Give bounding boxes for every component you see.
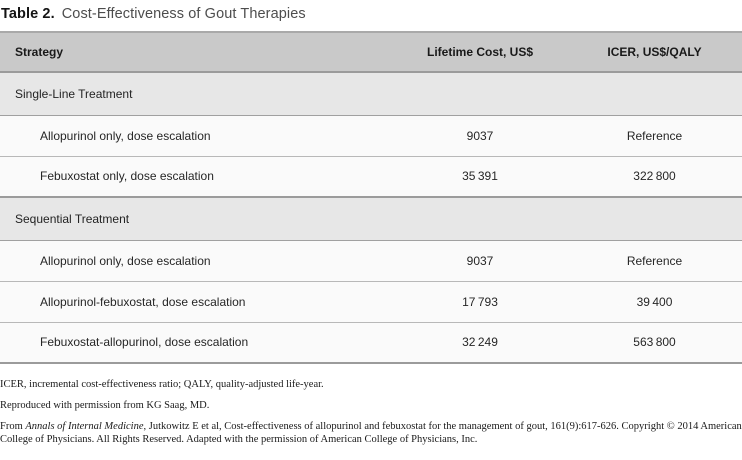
cost-cell: 9037 (466, 253, 494, 268)
footnote-source-suffix: , Jutkowitz E et al, Cost-effectiveness … (0, 421, 742, 445)
section-row-single-line: Single-Line Treatment (0, 72, 742, 115)
table-title-text: Cost-Effectiveness of Gout Therapies (61, 6, 306, 22)
strategy-cell: Allopurinol only, dose escalation (40, 128, 211, 143)
footnote-source: From Annals of Internal Medicine, Jutkow… (0, 420, 742, 446)
strategy-cell: Allopurinol only, dose escalation (40, 253, 211, 268)
section-row-sequential: Sequential Treatment (0, 197, 742, 240)
cost-cell: 32 249 (462, 335, 498, 350)
table-row: Febuxostat only, dose escalation 35 391 … (0, 156, 742, 197)
table-row: Febuxostat-allopurinol, dose escalation … (0, 322, 742, 363)
icer-cell: 39 400 (636, 294, 673, 309)
table-number-label: Table 2. (1, 6, 55, 22)
column-header-strategy: Strategy (15, 45, 64, 59)
table-row: Allopurinol-febuxostat, dose escalation … (0, 281, 742, 322)
icer-cell: Reference (626, 128, 683, 143)
strategy-cell: Febuxostat only, dose escalation (40, 169, 214, 184)
table-header-row: Strategy Lifetime Cost, US$ ICER, US$/QA… (0, 32, 742, 72)
cost-cell: 17 793 (462, 294, 498, 309)
column-header-icer: ICER, US$/QALY (607, 45, 702, 59)
icer-cell: 563 800 (633, 335, 676, 350)
strategy-cell: Febuxostat-allopurinol, dose escalation (40, 335, 249, 350)
cost-cell: 35 391 (462, 169, 498, 184)
strategy-cell: Allopurinol-febuxostat, dose escalation (40, 294, 246, 309)
cost-effectiveness-table: Strategy Lifetime Cost, US$ ICER, US$/QA… (0, 31, 742, 364)
footnote-abbreviations: ICER, incremental cost-effectiveness rat… (0, 379, 324, 390)
footnote-journal-name: Annals of Internal Medicine (25, 421, 144, 432)
section-header-label: Single-Line Treatment (15, 86, 133, 101)
icer-cell: 322 800 (633, 169, 676, 184)
table-row: Allopurinol only, dose escalation 9037 R… (0, 240, 742, 281)
icer-cell: Reference (626, 253, 683, 268)
table-title: Table 2. Cost-Effectiveness of Gout Thera… (0, 0, 742, 23)
footnote-permission: Reproduced with permission from KG Saag,… (0, 400, 210, 411)
footnotes: ICER, incremental cost-effectiveness rat… (0, 378, 742, 446)
table-row: Allopurinol only, dose escalation 9037 R… (0, 115, 742, 156)
footnote-source-prefix: From (0, 421, 26, 432)
column-header-lifetime-cost: Lifetime Cost, US$ (426, 45, 534, 59)
section-header-label: Sequential Treatment (15, 211, 130, 226)
cost-cell: 9037 (466, 128, 494, 143)
